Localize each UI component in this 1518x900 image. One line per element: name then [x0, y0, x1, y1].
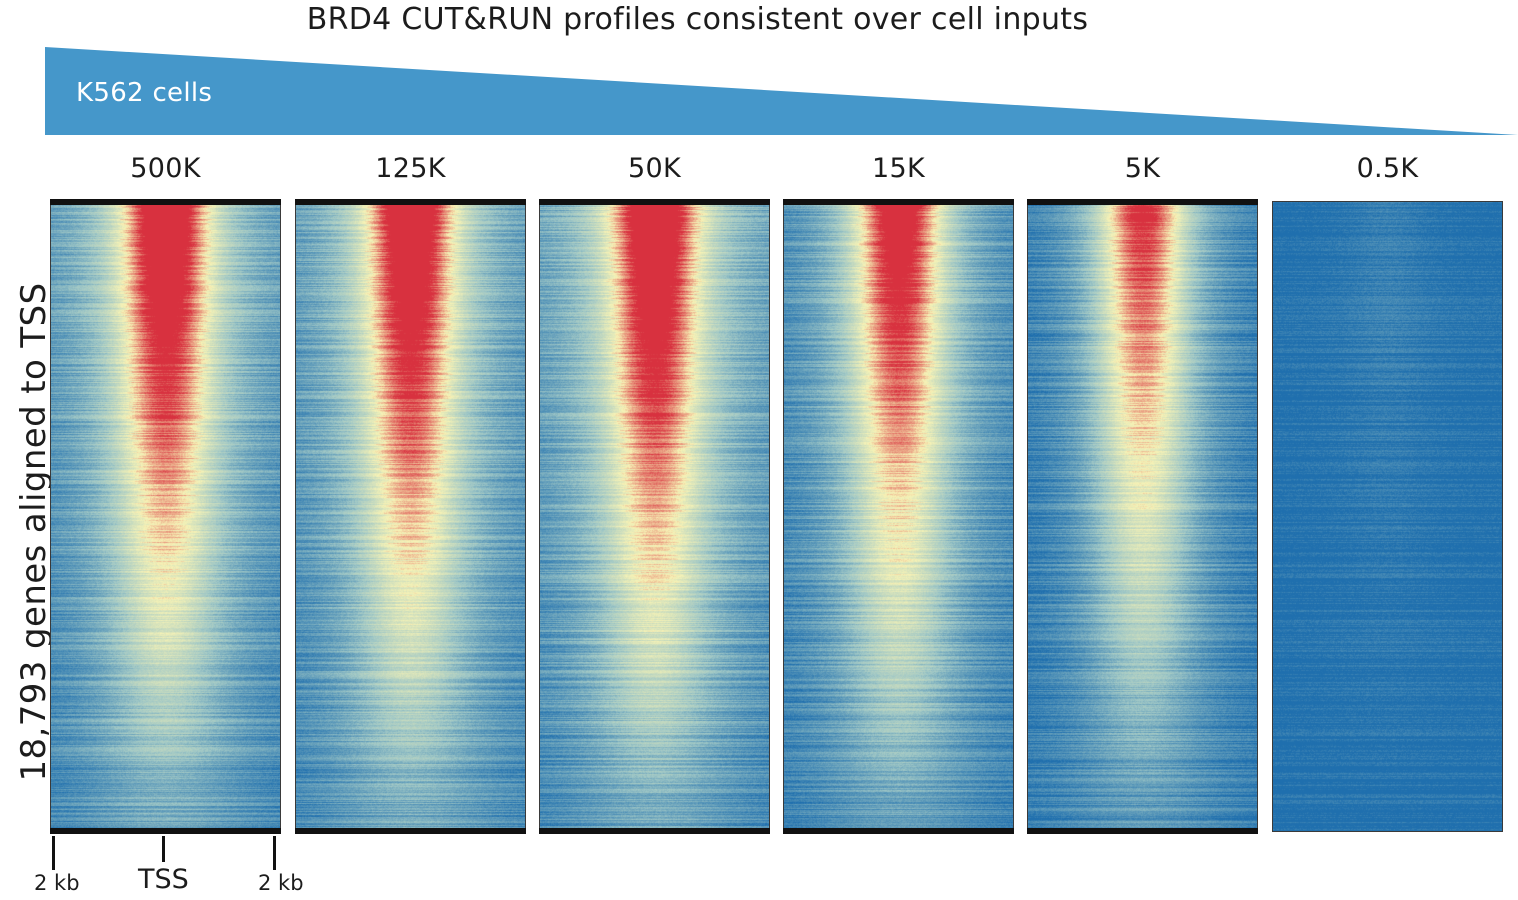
heatmap-canvas-1 [295, 201, 526, 832]
heatmap-top-bar-0 [50, 199, 281, 205]
wedge-label: K562 cells [76, 78, 213, 108]
panel-label-1: 125K [375, 153, 446, 184]
panel-label-2: 50K [628, 153, 681, 184]
heatmap-panel-1 [295, 201, 526, 832]
heatmap-panel-2 [539, 201, 770, 832]
heatmap-frame-4 [1027, 201, 1258, 832]
heatmap-canvas-4 [1027, 201, 1258, 832]
heatmap-frame-3 [783, 201, 1014, 832]
heatmap-canvas-5 [1272, 201, 1503, 832]
heatmap-canvas-0 [50, 201, 281, 832]
heatmap-panel-0 [50, 201, 281, 832]
y-axis-label: 18,793 genes aligned to TSS [14, 282, 54, 782]
panel-label-3: 15K [872, 153, 925, 184]
heatmap-top-bar-3 [783, 199, 1014, 205]
tick-tss [162, 836, 165, 862]
heatmap-panel-3 [783, 201, 1014, 832]
heatmap-bottom-bar-3 [783, 828, 1014, 834]
heatmap-top-bar-2 [539, 199, 770, 205]
heatmap-bottom-bar-2 [539, 828, 770, 834]
tick-label-tss: TSS [138, 864, 189, 895]
heatmap-bottom-bar-4 [1027, 828, 1258, 834]
heatmap-panel-5 [1272, 201, 1503, 832]
wedge-shape [45, 47, 1518, 135]
heatmap-top-bar-1 [295, 199, 526, 205]
heatmap-frame-0 [50, 201, 281, 832]
heatmap-canvas-3 [783, 201, 1014, 832]
cell-input-wedge [45, 47, 1518, 135]
panel-label-5: 0.5K [1356, 153, 1419, 184]
heatmap-bottom-bar-0 [50, 828, 281, 834]
heatmap-frame-1 [295, 201, 526, 832]
panel-label-4: 5K [1124, 153, 1161, 184]
chart-title: BRD4 CUT&RUN profiles consistent over ce… [306, 2, 1089, 37]
panel-label-0: 500K [130, 153, 201, 184]
tick-label-left: 2 kb [34, 871, 80, 895]
heatmap-frame-5 [1272, 201, 1503, 832]
tick-label-right: 2 kb [258, 871, 304, 895]
heatmap-frame-2 [539, 201, 770, 832]
heatmap-canvas-2 [539, 201, 770, 832]
heatmap-top-bar-4 [1027, 199, 1258, 205]
tick-right [273, 836, 276, 870]
heatmap-panel-4 [1027, 201, 1258, 832]
heatmap-bottom-bar-1 [295, 828, 526, 834]
tick-left [52, 836, 55, 870]
